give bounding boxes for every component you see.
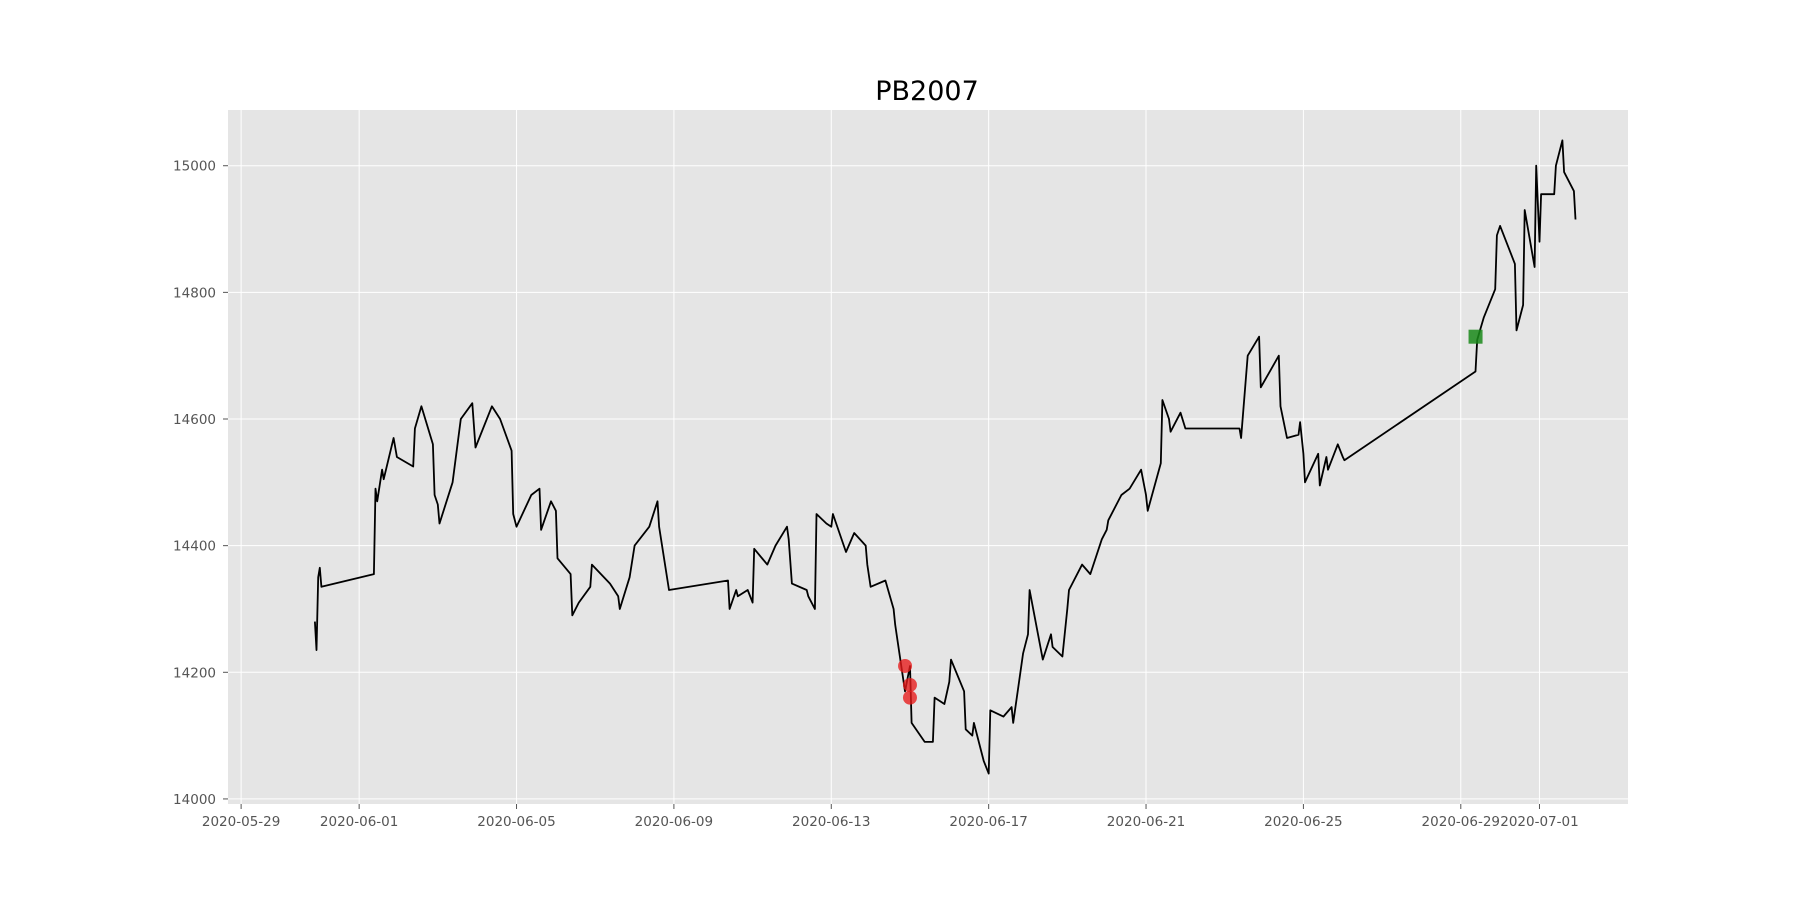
y-tick-label: 14400	[173, 539, 216, 555]
x-tick-label: 2020-06-13	[792, 814, 870, 830]
y-tick-label: 14800	[173, 285, 216, 301]
y-axis: 14000 14200 14400 14600 14800 15000	[173, 159, 228, 808]
y-tick-label: 14000	[173, 792, 216, 808]
x-tick-label: 2020-06-01	[320, 814, 398, 830]
x-tick-label: 2020-07-01	[1500, 814, 1578, 830]
plot-area	[228, 110, 1628, 804]
x-tick-label: 2020-06-05	[477, 814, 555, 830]
x-tick-label: 2020-06-17	[949, 814, 1027, 830]
buy-marker	[898, 658, 913, 673]
series-layer	[314, 139, 1577, 775]
buy-marker	[902, 690, 917, 705]
x-tick-label: 2020-06-09	[635, 814, 713, 830]
price-series-line	[314, 139, 1577, 775]
x-tick-label: 2020-06-21	[1107, 814, 1185, 830]
y-tick-label: 14200	[173, 665, 216, 681]
x-gridlines	[240, 110, 1540, 804]
buy-marker	[902, 677, 917, 692]
x-tick-label: 2020-05-29	[202, 814, 280, 830]
x-tick-label: 2020-06-29	[1422, 814, 1500, 830]
trade-markers	[898, 329, 1483, 705]
x-axis: 2020-05-29 2020-06-01 2020-06-05 2020-06-09…	[202, 804, 1579, 830]
y-tick-label: 14600	[173, 412, 216, 428]
y-tick-label: 15000	[173, 159, 216, 175]
chart-title: PB2007	[875, 76, 979, 107]
x-tick-label: 2020-06-25	[1264, 814, 1342, 830]
sell-marker	[1468, 329, 1483, 344]
